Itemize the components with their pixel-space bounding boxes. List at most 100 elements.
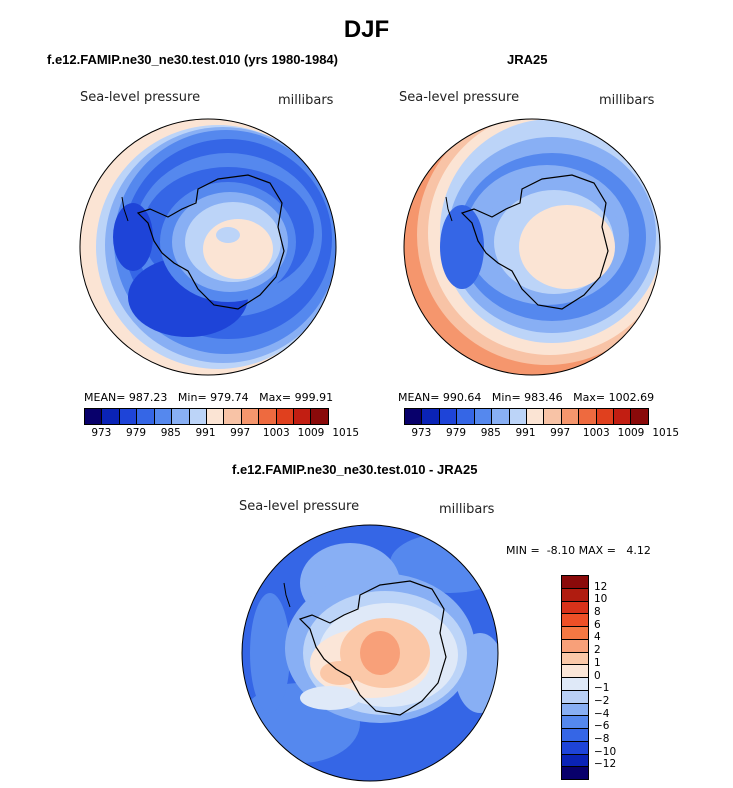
panel1-colorbar-swatch	[294, 409, 312, 424]
panel3-tick-label: −2	[594, 694, 610, 707]
panel3-max-value: 4.12	[626, 544, 651, 557]
panel3-colorbar-swatch	[562, 729, 588, 742]
panel2-colorbar-swatch	[439, 409, 458, 424]
panel1-tick-label: 1003	[262, 427, 290, 439]
panel2-colorbar-swatch	[579, 409, 597, 424]
panel2-tick-label: 979	[446, 427, 467, 439]
panel2-units-label: millibars	[599, 93, 655, 108]
panel3-colorbar-swatch	[562, 690, 588, 704]
panel3-tick-label: 6	[594, 618, 601, 631]
panel3-colorbar-swatch	[562, 716, 588, 729]
panel3-tick-label: −6	[594, 720, 610, 733]
panel1-colorbar-swatch	[102, 409, 120, 424]
panel1-mean-value: 987.23	[128, 391, 168, 404]
panel3-colorbar-swatch	[562, 601, 588, 615]
panel3-colorbar-swatch	[562, 614, 588, 627]
panel3-colorbar-swatch	[562, 627, 588, 640]
panel2-tick-label: 973	[411, 427, 432, 439]
panel2-colorbar-swatch	[596, 409, 615, 424]
panel2-colorbar-swatch	[561, 409, 580, 424]
panel3-map	[241, 524, 499, 782]
panel2-colorbar-swatch	[474, 409, 493, 424]
panel2-colorbar-swatch	[509, 409, 527, 424]
panel2-tick-label: 985	[480, 427, 501, 439]
panel3-title: f.e12.FAMIP.ne30_ne30.test.010 - JRA25	[232, 462, 478, 477]
panel1-stats: MEAN= 987.23 Min= 979.74 Max= 999.91	[84, 391, 333, 404]
panel2-tick-label: 1009	[617, 427, 645, 439]
panel3-tick-label: 10	[594, 593, 608, 606]
panel3-units-label: millibars	[439, 502, 495, 517]
panel1-tick-label: 991	[195, 427, 216, 439]
panel1-units-label: millibars	[278, 93, 334, 108]
panel1-colorbar-swatch	[224, 409, 242, 424]
panel3-tick-label: −10	[594, 745, 617, 758]
panel2-colorbar-swatch	[457, 409, 475, 424]
panel1-max-value: 999.91	[294, 391, 334, 404]
panel1-mean-label: MEAN=	[84, 391, 126, 404]
panel3-tick-label: −1	[594, 682, 610, 695]
panel1-variable-label: Sea-level pressure	[80, 90, 201, 105]
panel1-colorbar-swatch	[259, 409, 277, 424]
panel3-tick-label: −12	[594, 758, 617, 771]
panel1-min-label: Min=	[177, 391, 207, 404]
panel1-colorbar-swatch	[172, 409, 190, 424]
panel2-colorbar	[404, 408, 649, 425]
panel3-min-value: -8.10	[546, 544, 576, 557]
panel1-colorbar-swatch	[241, 409, 260, 424]
panel2-mean-label: MEAN=	[398, 391, 440, 404]
panel1-colorbar-swatch	[311, 409, 328, 424]
panel2-stats: MEAN= 990.64 Min= 983.46 Max= 1002.69	[398, 391, 654, 404]
panel2-min-value: 983.46	[524, 391, 563, 404]
panel1-tick-label: 979	[126, 427, 147, 439]
panel2-tick-label: 991	[515, 427, 536, 439]
panel2-tick-label: 997	[550, 427, 571, 439]
panel1-colorbar-swatch	[154, 409, 173, 424]
panel1-colorbar-swatch	[189, 409, 207, 424]
panel2-colorbar-swatch	[526, 409, 545, 424]
panel2-mean-value: 990.64	[442, 391, 482, 404]
figure-title: DJF	[343, 16, 390, 43]
panel2-tick-label: 1003	[582, 427, 610, 439]
panel1-colorbar	[84, 408, 329, 425]
panel2-colorbar-swatch	[614, 409, 632, 424]
panel2-title: JRA25	[507, 52, 548, 67]
panel3-colorbar-swatch	[562, 665, 588, 678]
panel3-colorbar-swatch	[562, 754, 588, 768]
panel3-tick-label: 8	[594, 606, 601, 619]
panel2-colorbar-swatch	[405, 409, 423, 424]
panel3-stats: MIN = -8.10 MAX = 4.12	[506, 544, 651, 557]
panel2-tick-label: 1015	[652, 427, 680, 439]
panel3-tick-label: 12	[594, 580, 608, 593]
panel2-colorbar-swatch	[492, 409, 510, 424]
panel3-colorbar	[561, 575, 589, 780]
panel1-tick-label: 985	[160, 427, 181, 439]
panel2-max-label: Max=	[573, 391, 606, 404]
panel2-colorbar-swatch	[631, 409, 648, 424]
panel1-title: f.e12.FAMIP.ne30_ne30.test.010 (yrs 1980…	[47, 52, 338, 67]
panel1-min-value: 979.74	[210, 391, 249, 404]
panel2-colorbar-swatch	[544, 409, 562, 424]
panel3-tick-label: −8	[594, 732, 610, 745]
panel1-colorbar-swatch	[276, 409, 295, 424]
panel1-colorbar-swatch	[206, 409, 225, 424]
panel3-min-label: MIN =	[506, 544, 540, 557]
panel3-tick-label: −4	[594, 707, 610, 720]
panel3-colorbar-swatch	[562, 741, 588, 755]
panel3-variable-label: Sea-level pressure	[239, 499, 360, 514]
panel1-tick-label: 973	[91, 427, 112, 439]
panel3-tick-label: 0	[594, 669, 601, 682]
panel1-colorbar-swatch	[119, 409, 138, 424]
panel2-colorbar-swatch	[422, 409, 440, 424]
panel3-colorbar-swatch	[562, 588, 588, 602]
panel1-max-label: Max=	[259, 391, 292, 404]
panel1-tick-label: 1015	[332, 427, 360, 439]
panel1-colorbar-swatch	[137, 409, 155, 424]
panel2-min-label: Min=	[491, 391, 521, 404]
panel3-tick-label: 4	[594, 631, 601, 644]
panel1-colorbar-swatch	[85, 409, 103, 424]
panel2-max-value: 1002.69	[608, 391, 655, 404]
panel3-colorbar-swatch	[562, 678, 588, 691]
panel3-tick-label: 2	[594, 644, 601, 657]
panel3-colorbar-swatch	[562, 639, 588, 653]
panel3-colorbar-swatch	[562, 652, 588, 666]
